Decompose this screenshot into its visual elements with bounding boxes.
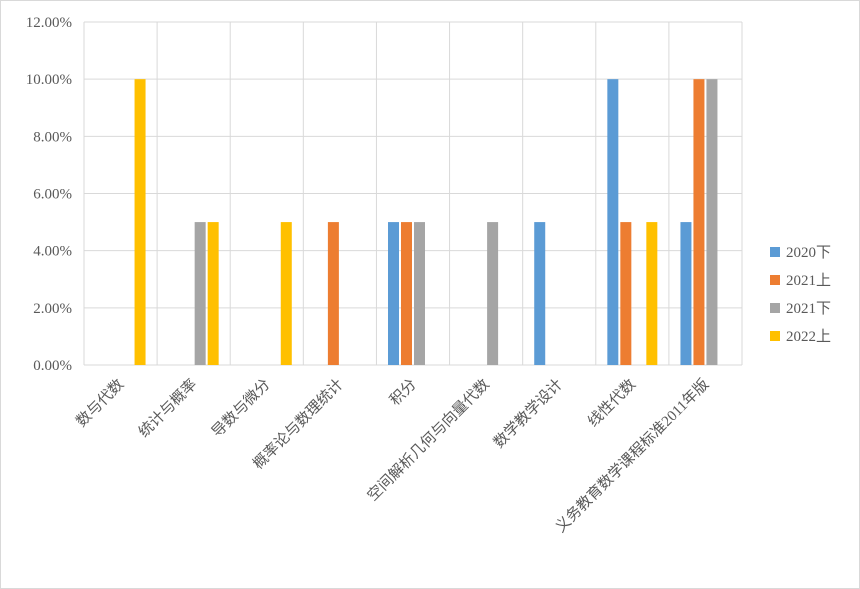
y-tick-label: 0.00% xyxy=(33,358,72,374)
legend-swatch xyxy=(770,331,780,341)
bar xyxy=(388,222,399,365)
legend-label: 2022上 xyxy=(786,328,831,345)
y-tick-label: 10.00% xyxy=(26,72,72,88)
y-tick-label: 4.00% xyxy=(33,244,72,260)
bar xyxy=(646,222,658,365)
bar xyxy=(620,222,632,365)
y-tick-label: 12.00% xyxy=(26,15,72,31)
bar xyxy=(607,79,619,366)
bar xyxy=(534,222,546,365)
bar xyxy=(207,222,219,365)
bar xyxy=(327,222,339,365)
bar xyxy=(401,222,412,365)
bar xyxy=(280,222,292,365)
bar xyxy=(706,79,718,366)
bar xyxy=(487,222,499,365)
bar xyxy=(693,79,705,366)
legend-label: 2020下 xyxy=(786,245,831,261)
legend-label: 2021上 xyxy=(786,272,831,289)
y-tick-label: 6.00% xyxy=(33,187,72,203)
bar xyxy=(680,222,692,365)
legend-swatch xyxy=(770,303,780,313)
legend-swatch xyxy=(770,275,780,285)
bar xyxy=(134,79,146,366)
bar xyxy=(414,222,425,365)
legend-label: 2021下 xyxy=(786,301,831,317)
bar xyxy=(194,222,206,365)
y-tick-label: 8.00% xyxy=(33,129,72,145)
legend-swatch xyxy=(770,247,780,257)
y-tick-label: 2.00% xyxy=(33,301,72,317)
